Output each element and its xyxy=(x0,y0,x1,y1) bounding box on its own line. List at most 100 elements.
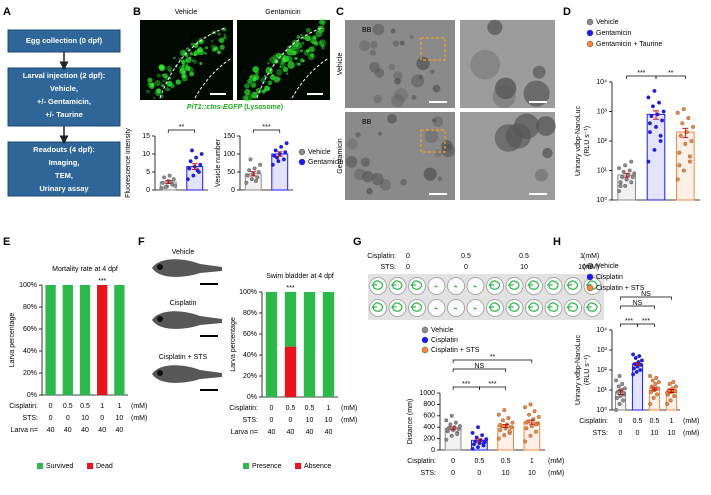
lysosome-signal xyxy=(203,51,207,55)
panel-label: H xyxy=(553,236,561,248)
data-point xyxy=(534,429,538,434)
tem-organelle xyxy=(391,93,405,108)
swim-track xyxy=(488,302,501,312)
data-point xyxy=(649,384,654,389)
data-point xyxy=(279,144,284,149)
lysosome-signal xyxy=(315,30,323,38)
larva-image xyxy=(152,311,222,329)
tem-organelle xyxy=(432,84,441,93)
lysosome-signal xyxy=(292,47,300,55)
lysosome-signal xyxy=(182,51,188,56)
tem-organelle xyxy=(494,77,517,100)
well xyxy=(544,277,563,295)
flow-box-text: +/- Gentamicin, xyxy=(37,97,91,106)
data-point xyxy=(618,183,623,188)
data-point xyxy=(687,159,692,164)
lysosome-signal xyxy=(181,75,188,82)
data-point xyxy=(630,175,635,179)
well xyxy=(369,299,387,317)
x-row-value: 1 xyxy=(100,403,104,410)
data-point xyxy=(449,413,454,418)
x-row-value: 0 xyxy=(451,470,455,477)
tubule-outline xyxy=(159,27,226,99)
data-point xyxy=(194,155,199,160)
x-row-label: STS: xyxy=(242,417,258,424)
data-point xyxy=(188,159,193,164)
panel-label: E xyxy=(3,236,10,248)
lysosome-signal xyxy=(190,52,194,56)
y-tick-label: 20% xyxy=(23,370,37,377)
region-label: BB xyxy=(362,119,372,126)
data-point xyxy=(199,152,204,156)
region-label: PT xyxy=(287,33,297,40)
lysosome-signal xyxy=(213,46,219,51)
x-row-value: 10 xyxy=(502,470,510,477)
error-bar xyxy=(165,180,172,184)
lysosome-signal xyxy=(222,27,227,32)
y-tick-label: 10¹ xyxy=(597,167,608,174)
data-point xyxy=(672,394,677,398)
lysosome-signal xyxy=(269,56,276,63)
x-row-value: 1 xyxy=(327,405,331,412)
x-row-value: 0.5 xyxy=(633,418,643,425)
lysosome-signal xyxy=(286,48,294,56)
data-point xyxy=(618,180,623,185)
flow-box-text: Urinary assay xyxy=(39,184,89,193)
well xyxy=(505,299,524,317)
data-point xyxy=(255,175,260,180)
y-tick-label: 10³ xyxy=(597,347,608,354)
y-tick-label: 20% xyxy=(243,373,257,380)
data-point xyxy=(658,133,663,138)
data-point xyxy=(481,441,486,446)
data-point xyxy=(449,433,454,438)
tem-organelle xyxy=(513,113,540,139)
x-row-value: 40 xyxy=(47,427,55,434)
data-point xyxy=(245,173,250,178)
well xyxy=(408,299,426,317)
flow-box-text: Vehicle, xyxy=(50,84,78,93)
row-label: Vehicle xyxy=(337,53,344,76)
lysosome-signal xyxy=(279,61,286,68)
flow-box-text: Readouts (4 dpf): xyxy=(33,145,95,154)
bar-segment xyxy=(97,285,108,395)
data-point xyxy=(445,427,450,432)
significance-label: NS xyxy=(641,291,651,298)
legend-label: Gentamicin xyxy=(596,30,632,37)
swim-track xyxy=(585,302,598,312)
tem-organelle xyxy=(359,40,370,52)
x-row-value: 1 xyxy=(117,403,121,410)
data-point xyxy=(276,159,281,164)
legend-marker xyxy=(586,40,594,48)
data-point xyxy=(458,424,462,429)
data-point xyxy=(614,378,619,383)
x-row-value: 10 xyxy=(325,417,333,424)
flow-box-text: Larval injection (2 dpf): xyxy=(23,71,106,80)
swim-track xyxy=(453,285,458,288)
swim-track xyxy=(453,307,458,310)
image-title: Gentamicin xyxy=(265,9,301,16)
significance-label: *** xyxy=(642,318,650,325)
data-point xyxy=(258,162,263,167)
swim-track xyxy=(566,302,579,312)
data-point xyxy=(247,168,252,173)
error-bar xyxy=(617,389,624,395)
x-row-value: 0.5 xyxy=(80,403,90,410)
significance-label: *** xyxy=(286,285,294,292)
lysosome-signal xyxy=(147,82,151,85)
x-row-value: 0 xyxy=(636,430,640,437)
plate-header-value: 0.5 xyxy=(519,253,529,260)
x-row-value: 0.5 xyxy=(501,458,511,465)
significance-bracket xyxy=(655,75,686,79)
data-point xyxy=(665,402,670,406)
data-point xyxy=(650,104,655,109)
x-row-value: 0.5 xyxy=(305,405,315,412)
data-point xyxy=(653,382,658,386)
data-point xyxy=(159,186,164,191)
swim-track xyxy=(488,280,501,290)
data-point xyxy=(681,107,686,112)
data-point xyxy=(623,183,628,188)
data-point xyxy=(622,386,627,391)
tem-organelle xyxy=(423,167,437,181)
swim-track xyxy=(371,280,384,290)
data-point xyxy=(654,124,658,129)
